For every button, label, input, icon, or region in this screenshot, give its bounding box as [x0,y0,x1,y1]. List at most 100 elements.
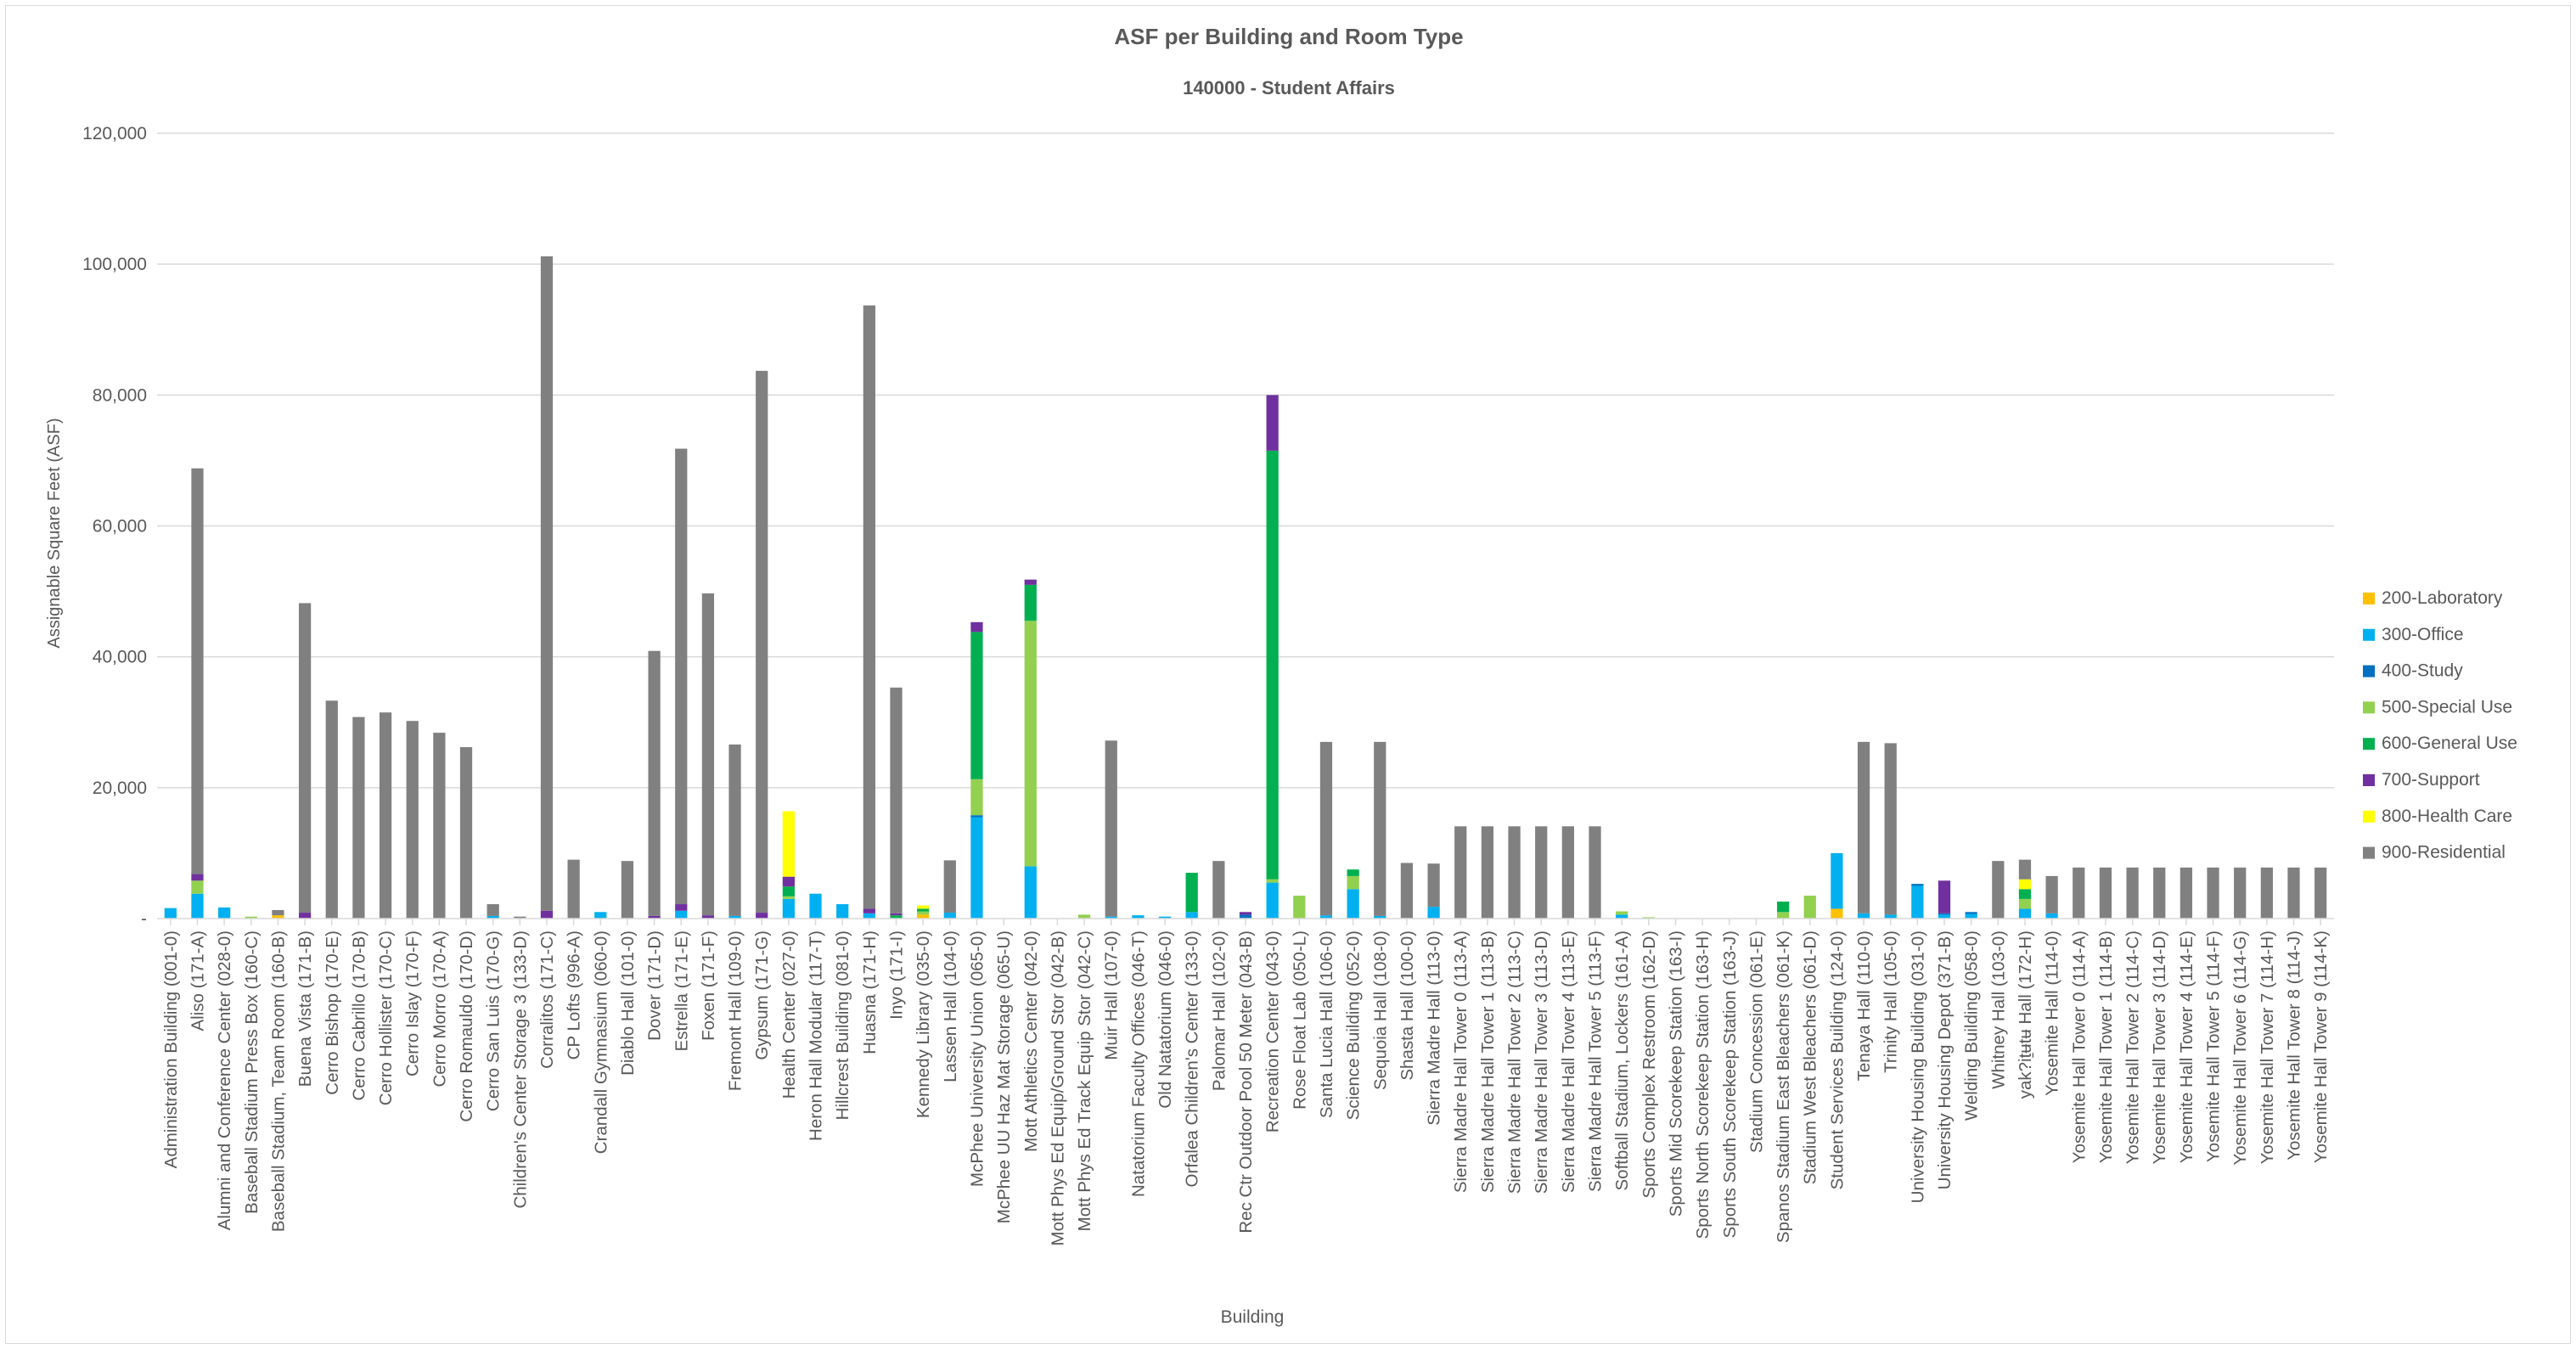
bar-segment [675,448,688,905]
bar-segment [2018,889,2032,899]
bar-segment [1938,914,1951,919]
bar-segment [1776,901,1790,913]
y-tick-label: 60,000 [93,517,147,537]
x-axis-label: Building [1221,1307,1285,1327]
bar-segment [272,915,284,919]
x-tick-label: Yosemite Hall Tower 4 (114-E) [2177,930,2196,1163]
bar-segment [514,916,526,919]
bar-segment [782,898,795,919]
bar-segment [2099,867,2112,919]
bar-segment [191,468,204,874]
x-tick-label: Muir Hall (107-0) [1102,930,1122,1060]
bar-segment [782,876,795,887]
bar-segment [1024,621,1037,867]
bar-segment [1938,880,1951,913]
bar-segment [433,733,446,919]
bar-segment [2314,867,2327,919]
bar-segment [863,913,875,919]
bar-segment [621,861,634,919]
x-tick-label: Yosemite Hall Tower 8 (114-J) [2285,930,2304,1161]
y-tick-label: - [141,909,147,929]
legend-swatch [2363,738,2375,750]
y-axis-label: Assignable Square Feet (ASF) [45,418,64,648]
bar-segment [917,905,930,909]
legend-label: 200-Laboratory [2382,588,2503,608]
x-tick-label: Cerro Cabrillo (170-B) [349,930,368,1101]
bar-segment [809,893,822,919]
x-tick-label: Aliso (171-A) [188,930,207,1031]
x-tick-label: Health Center (027-0) [779,930,799,1099]
bar-segment [298,913,312,919]
x-tick-label: Mott Phys Ed Track Equip Stor (042-C) [1075,930,1094,1231]
x-tick-label: Yosemite Hall (114-0) [2043,930,2062,1096]
bars [164,256,2327,919]
bar-segment [1884,914,1897,919]
x-tick-label: Cerro Bishop (170-E) [323,930,342,1095]
bar-segment [298,603,312,913]
bar-segment [540,910,554,919]
y-tick-label: 20,000 [93,778,147,798]
bar-segment [1803,896,1816,919]
x-tick-label: Yosemite Hall Tower 9 (114-K) [2311,930,2331,1163]
bar-segment [675,910,688,919]
bar-segment [836,904,849,919]
bar-segment [1400,863,1414,919]
bar-segment [1589,826,1601,919]
chart-title: ASF per Building and Room Type [1114,24,1463,49]
bar-segment [1857,741,1870,913]
x-tick-label: University Housing Depot (371-B) [1935,930,1954,1189]
bar-segment [917,911,930,915]
bar-segment [2045,913,2058,919]
bar-segment [1374,915,1386,919]
bar-segment [1024,584,1037,621]
bar-segment [756,913,768,919]
x-tick-label: Foxen (171-F) [699,930,718,1041]
bar-segment [970,632,983,779]
x-tick-label: Buena Vista (171-B) [295,930,315,1087]
bar-segment [2018,908,2032,919]
x-tick-label: Sports Mid Scorekeep Station (163-I) [1666,930,1685,1217]
x-tick-label: Stadium West Bleachers (061-D) [1801,930,1820,1184]
bar-segment [782,896,795,899]
stacked-bar-chart: ASF per Building and Room Type 140000 - … [45,24,2517,1327]
bar-segment [1561,826,1574,919]
bar-segment [863,305,875,909]
bar-segment [352,717,365,919]
gridlines [157,132,2334,789]
bar-segment [2045,875,2058,913]
x-tick-label: Sierra Madre Hall Tower 2 (113-C) [1505,930,1525,1194]
x-tick-label: Corralitos (171-C) [537,930,557,1069]
bar-segment [917,914,930,919]
x-tick-label: Mott Phys Ed Equip/Ground Stor (042-B) [1048,930,1067,1245]
bar-segment [1911,885,1924,919]
bar-segment [2153,867,2166,919]
bar-segment [675,904,688,911]
x-tick-label: McPhee University Union (065-0) [967,930,987,1187]
bar-segment [701,915,715,919]
bar-segment [1239,912,1252,915]
x-tick-label: Recreation Center (043-0) [1263,930,1283,1133]
bar-segment [2234,867,2247,919]
x-tick-label: Tenaya Hall (110-0) [1854,930,1874,1081]
bar-segment [1319,741,1333,916]
x-tick-label: yak?iṯʉtʉ Hall (172-H) [2016,930,2035,1099]
bar-segment [1642,917,1655,919]
bar-segment [1965,913,1977,919]
x-tick-label: University Housing Building (031-0) [1908,930,1927,1203]
x-tick-label: Children's Center Storage 3 (133-D) [510,930,530,1209]
bar-segment [1992,861,2005,919]
bar-segment [2260,867,2273,919]
x-tick-label: Orfalea Children's Center (133-0) [1183,930,1202,1187]
bar-segment [1266,395,1279,451]
x-tick-label: Hillcrest Building (081-0) [833,930,852,1120]
bar-segment [567,859,580,919]
bar-segment [917,908,930,912]
legend-swatch [2363,846,2375,859]
x-tick-label: Crandall Gymnasium (060-0) [591,930,610,1154]
bar-segment [1427,863,1440,908]
chart-subtitle: 140000 - Student Affairs [1183,77,1395,98]
bar-segment [325,700,338,919]
x-tick-label: Spanos Stadium East Bleachers (061-K) [1774,930,1793,1243]
bar-segment [1965,912,1977,914]
x-tick-label: Sports Complex Restroom (162-D) [1640,930,1659,1199]
